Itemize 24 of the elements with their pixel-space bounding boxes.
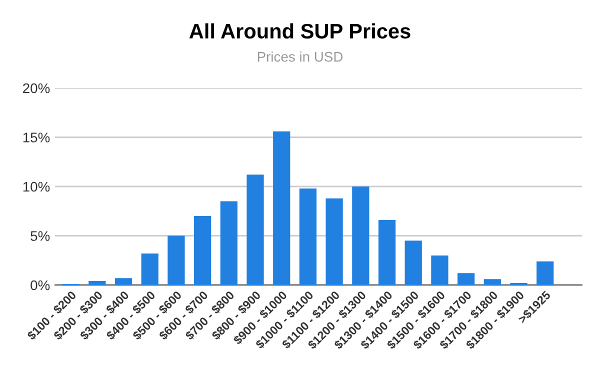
bar bbox=[114, 278, 132, 285]
bar bbox=[88, 281, 106, 285]
bar bbox=[431, 255, 448, 285]
y-tick-label: 20% bbox=[23, 83, 50, 94]
bar bbox=[273, 131, 290, 285]
bar bbox=[484, 279, 501, 285]
bar bbox=[326, 198, 343, 285]
chart-subtitle: Prices in USD bbox=[258, 52, 343, 62]
bar bbox=[378, 220, 396, 285]
y-tick-label: 5% bbox=[30, 231, 50, 241]
bar bbox=[220, 201, 238, 285]
y-tick-label: 10% bbox=[23, 182, 50, 192]
bar bbox=[352, 186, 370, 285]
bar bbox=[141, 253, 158, 285]
chart-title: All Around SUP Prices bbox=[189, 23, 410, 39]
bar bbox=[536, 261, 554, 285]
bar bbox=[246, 174, 264, 285]
y-tick-label: 0% bbox=[30, 280, 50, 290]
bar bbox=[168, 236, 185, 285]
bar bbox=[299, 188, 317, 285]
y-tick-label: 15% bbox=[23, 132, 50, 142]
bar bbox=[457, 273, 475, 285]
bar bbox=[194, 216, 212, 285]
bar bbox=[404, 240, 422, 285]
